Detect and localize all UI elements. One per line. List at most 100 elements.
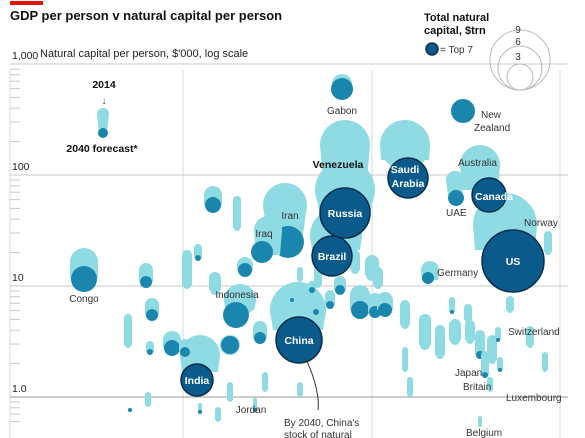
pill-country-50-trail (495, 330, 501, 340)
pill-country-30-trail (497, 360, 503, 370)
pill-country-52 (253, 398, 257, 410)
label-canada: Canada (475, 191, 513, 203)
label-new-zealand-2: Zealand (474, 123, 510, 134)
label-china: China (284, 335, 313, 347)
pill-country-46 (297, 267, 303, 280)
legend-example-arrow: ↓ (102, 96, 107, 107)
pill-country-35-trail (402, 350, 408, 370)
dot-country-7-2040 (221, 336, 239, 354)
dot-country-3-2040 (140, 276, 152, 288)
pill-country-36 (407, 377, 413, 395)
dot-country-35-2040 (403, 368, 407, 372)
pill-country-33-trail (542, 355, 548, 370)
size-legend-9: 9 (515, 25, 521, 36)
dot-country-2-2040 (183, 281, 191, 289)
pill-country-35 (402, 347, 408, 370)
dot-country-1-2040 (234, 225, 240, 231)
country-labels: Gabon New Zealand Venezuela Saudi Arabia Austr… (69, 106, 561, 438)
dot-country-23-2040 (420, 340, 430, 350)
dot-germany-2040 (422, 272, 434, 284)
pill-country-47-trail (464, 308, 472, 320)
label-russia: Russia (328, 208, 363, 220)
pill-country-24-trail (435, 330, 445, 355)
pill-country-27 (475, 330, 485, 355)
pill-saudi-arabia-trail (380, 145, 430, 160)
pill-country-1 (233, 196, 241, 228)
dot-country-53-2040 (545, 249, 551, 255)
label-congo: Congo (69, 294, 99, 305)
legend-example-2014: 2014 (92, 79, 116, 91)
pill-country-39 (297, 382, 303, 395)
pill-country-44 (194, 244, 202, 258)
y-axis-ticks: 1,000 100 10 1.0 (12, 50, 38, 395)
bubbles (70, 74, 552, 427)
dot-country-10-2040 (210, 285, 220, 295)
dot-country-19-2040 (313, 309, 319, 315)
pill-country-40 (145, 392, 151, 405)
label-saudi-1: Saudi (391, 164, 420, 176)
label-us: US (506, 256, 521, 268)
dot-country-33-2040 (543, 368, 547, 372)
pill-country-49-trail (449, 300, 455, 312)
dot-russia-2040 (319, 187, 371, 239)
dot-country-28-2040 (488, 356, 496, 364)
legend-example-bottom (98, 128, 108, 138)
dot-country-54-2040 (198, 410, 202, 414)
pill-country-54-trail (198, 405, 202, 412)
pill-country-49 (449, 297, 455, 312)
china-annotation-1: By 2040, China's (284, 418, 359, 429)
pill-country-32-trail (526, 330, 534, 345)
pill-country-1-trail (233, 200, 241, 228)
y-tick-label: 1,000 (12, 50, 38, 62)
dot-country-45-2040 (315, 282, 321, 288)
dot-country-9-2040 (238, 263, 252, 277)
label-switzerland: Switzerland (508, 327, 560, 338)
pill-country-37 (227, 382, 233, 400)
pill-country-51-trail (215, 410, 221, 420)
pill-country-54 (198, 403, 202, 412)
pill-country-22 (400, 300, 410, 325)
pill-country-2-trail (182, 255, 192, 285)
dot-country-8-2040 (254, 332, 266, 344)
dot-country-41-2040 (128, 408, 132, 412)
pill-saudi-arabia (380, 120, 430, 170)
size-legend-title: Total natural capital, $trn (424, 12, 489, 38)
dot-country-55-2040 (478, 423, 482, 427)
dot-china-2040 (275, 316, 323, 364)
title-accent-bar (10, 1, 43, 5)
dot-country-16-2040 (374, 281, 382, 289)
pill-country-55-trail (478, 418, 482, 425)
pill-country-37-trail (227, 385, 233, 400)
pill-country-28-trail (487, 340, 497, 360)
dot-country-12-2040 (147, 349, 153, 355)
y-tick-label: 1.0 (12, 383, 27, 395)
china-annotation-line (304, 357, 319, 411)
label-india: India (185, 375, 210, 387)
label-norway: Norway (524, 218, 558, 229)
dot-country-32-2040 (527, 342, 533, 348)
dot-country-31-2040 (507, 307, 513, 313)
dot-country-42-2040 (351, 266, 359, 274)
dot-congo-2040 (71, 266, 97, 292)
dot-gabon-2040 (331, 78, 353, 100)
y-tick-label: 10 (12, 272, 24, 284)
pill-country-53 (544, 231, 552, 252)
dot-country-18-2040 (326, 301, 334, 309)
dot-country-51-2040 (216, 418, 220, 422)
label-luxembourg: Luxembourg (506, 393, 562, 404)
label-britain: Britain (463, 382, 491, 393)
dot-country-30-2040 (498, 368, 502, 372)
pill-country-45-trail (314, 270, 322, 285)
dot-country-43-2040 (366, 269, 378, 281)
label-venezuela: Venezuela (313, 159, 364, 171)
pill-country-2 (182, 250, 192, 285)
pill-country-31-trail (506, 300, 514, 310)
pill-country-23-trail (419, 320, 431, 345)
dot-country-39-2040 (298, 393, 302, 397)
pill-country-46-trail (297, 270, 303, 280)
dot-brazil-2040 (311, 235, 353, 277)
dot-us-2040 (481, 229, 545, 293)
pill-country-38 (262, 372, 268, 390)
dot-country-13-2040 (351, 301, 369, 319)
